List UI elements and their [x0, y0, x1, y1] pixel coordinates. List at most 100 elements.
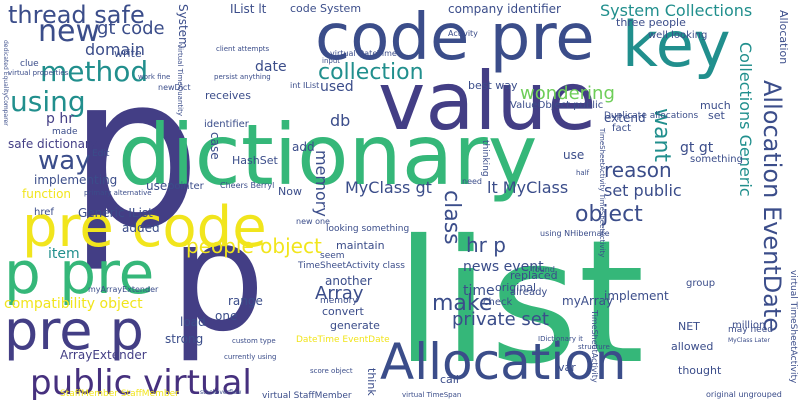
- cloud-word: new one: [296, 218, 330, 226]
- cloud-word: think: [366, 368, 377, 396]
- cloud-word: strong: [165, 333, 203, 345]
- cloud-word: well looking: [648, 31, 707, 41]
- cloud-word: IList lt: [230, 3, 266, 15]
- cloud-word: memory: [320, 297, 358, 306]
- cloud-word: hr p: [466, 235, 506, 255]
- cloud-word: HashSet: [232, 155, 278, 166]
- cloud-word: set public: [604, 183, 682, 199]
- cloud-word: StaffMember StaffMember: [60, 390, 179, 399]
- cloud-word: date: [255, 60, 287, 74]
- cloud-word: stackoverflow: [200, 390, 241, 396]
- cloud-word: db: [330, 113, 350, 129]
- cloud-word: check: [483, 298, 512, 308]
- cloud-word: persist anything: [214, 74, 271, 81]
- cloud-word: reason: [604, 160, 672, 180]
- cloud-word: object: [575, 204, 643, 226]
- cloud-word: implementing: [34, 174, 117, 186]
- cloud-word: Generic IList: [78, 207, 153, 219]
- cloud-word: custom type: [232, 338, 276, 345]
- cloud-word: three people: [616, 17, 686, 28]
- cloud-word: gt code: [97, 20, 165, 38]
- cloud-word: call: [440, 374, 459, 385]
- cloud-word: myArrayExtender: [88, 286, 158, 294]
- cloud-word: best way: [468, 80, 518, 91]
- cloud-word: virtual TimeSheetActivity: [788, 270, 797, 383]
- cloud-word: Allocation: [778, 10, 789, 64]
- cloud-word: virtual properties: [8, 70, 68, 77]
- cloud-word: added: [122, 222, 160, 234]
- cloud-word: work fine: [138, 74, 170, 81]
- cloud-word: using NHibernate: [540, 230, 610, 238]
- cloud-word: virtual TimeQuantity: [176, 44, 183, 116]
- cloud-word: virtual TimeSpan: [402, 392, 461, 399]
- cloud-word: MyClass Later: [728, 338, 770, 344]
- cloud-word: Collections Generic: [737, 42, 753, 197]
- cloud-word: currently using: [224, 354, 276, 361]
- cloud-word: way: [38, 148, 91, 174]
- cloud-word: input: [322, 58, 340, 65]
- cloud-word: class: [440, 190, 462, 245]
- cloud-word: time: [463, 284, 495, 298]
- cloud-word: pointer: [168, 182, 204, 192]
- cloud-word: identifier: [204, 120, 249, 130]
- cloud-word: use: [563, 149, 584, 161]
- cloud-word: ArrayExtender: [60, 349, 147, 361]
- cloud-word: memory: [313, 150, 329, 217]
- cloud-word: score object: [310, 368, 353, 375]
- cloud-word: Cheers Berryl: [220, 182, 274, 190]
- cloud-word: load: [180, 316, 206, 328]
- cloud-word: Activity: [448, 30, 478, 38]
- cloud-word: seem: [320, 252, 345, 261]
- cloud-word: used: [320, 80, 354, 94]
- cloud-word: half: [576, 170, 589, 177]
- cloud-word: Edit: [92, 150, 109, 159]
- cloud-word: people object: [186, 236, 322, 256]
- cloud-word: convert: [322, 306, 364, 317]
- cloud-word: System: [177, 4, 189, 49]
- cloud-word: write: [114, 48, 142, 59]
- cloud-word: one: [215, 310, 237, 322]
- cloud-word: Allocation EventDate: [760, 80, 784, 332]
- cloud-word: something: [690, 155, 743, 165]
- cloud-word: need: [462, 178, 482, 186]
- cloud-word: client attempts: [216, 46, 269, 53]
- cloud-word: made: [52, 128, 78, 137]
- cloud-word: virtual DateTime: [330, 50, 397, 58]
- cloud-word: allowed: [671, 341, 713, 352]
- cloud-word: receives: [205, 90, 251, 101]
- cloud-word: private set: [452, 311, 549, 329]
- cloud-word: href: [34, 208, 54, 218]
- cloud-word: fact: [612, 124, 631, 134]
- cloud-word: function: [22, 188, 71, 200]
- cloud-word: MyClass gt: [345, 180, 432, 196]
- cloud-word: case: [209, 132, 221, 160]
- cloud-word: virtual StaffMember: [262, 392, 352, 400]
- cloud-word: clue: [20, 60, 39, 69]
- cloud-word: found: [532, 266, 555, 274]
- cloud-word: primary alternative: [84, 190, 152, 197]
- cloud-word: TimeSheetActivity class: [298, 262, 405, 271]
- cloud-word: thinking: [480, 140, 489, 177]
- cloud-word: maintain: [336, 240, 385, 251]
- cloud-word: int IList: [290, 82, 319, 90]
- cloud-word: IDictionary it: [538, 336, 583, 343]
- cloud-word: already: [510, 288, 547, 298]
- cloud-word: var: [558, 362, 576, 373]
- cloud-word: original ungrouped: [706, 391, 782, 399]
- cloud-word: item: [48, 247, 80, 261]
- cloud-word: gt gt: [680, 141, 713, 155]
- cloud-word: looking something: [326, 225, 409, 234]
- cloud-word: group: [686, 279, 715, 289]
- cloud-word: DateTime EventDate: [296, 336, 390, 345]
- cloud-word: may need: [728, 326, 773, 335]
- cloud-word: structure: [578, 344, 610, 351]
- cloud-word: generate: [330, 320, 380, 331]
- cloud-word: implement: [604, 290, 669, 302]
- cloud-word: compatibility object: [4, 297, 143, 311]
- cloud-word: another: [325, 275, 372, 287]
- cloud-word: lt MyClass: [487, 180, 568, 196]
- cloud-word: code System: [290, 3, 361, 14]
- cloud-word: thought: [678, 365, 721, 376]
- cloud-word: p hr: [46, 112, 74, 126]
